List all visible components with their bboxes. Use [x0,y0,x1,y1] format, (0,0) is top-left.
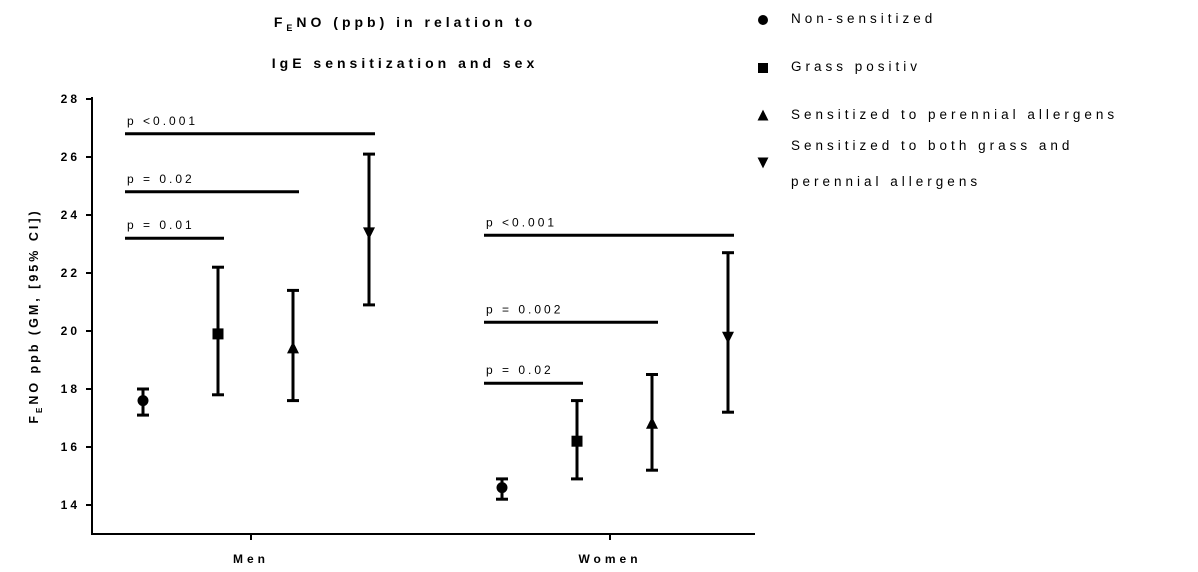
axes: 14 16 18 20 22 24 26 28 Men Women [61,92,755,566]
legend-label: Grass positiv [791,59,921,74]
legend-label: Non-sensitized [791,11,936,26]
y-axis-label: FENO ppb (GM, [95% CI]) [27,208,44,423]
legend-item: Sensitized to both grass and perennial al… [757,138,1073,189]
legend-marker-triangle-down [757,157,769,169]
significance-annotation: p <0.001 [125,114,375,136]
legend-item: Non-sensitized [758,11,936,26]
title-line: FENO (ppb) in relation to [274,14,536,33]
x-category-label: Women [578,552,641,566]
data-point-circle [496,482,508,494]
significance-annotation: p = 0.02 [484,363,583,385]
legend-marker-circle [758,15,768,25]
y-tick-label: 20 [61,324,80,338]
y-tick-label: 16 [61,440,80,454]
data-point-triangle-up [646,416,658,429]
legend-label: Sensitized to perennial allergens [791,107,1118,122]
significance-annotations: p <0.001 p = 0.02 p = 0.01 p <0.001 p = 0.00… [125,114,734,385]
data-point-triangle-down [722,331,734,344]
data-point-triangle-down [363,227,375,240]
significance-annotation: p = 0.002 [484,302,658,324]
data-point-group [137,387,149,417]
data-point-group [571,399,583,481]
legend-label: perennial allergens [791,174,981,189]
data-point-group [287,288,299,403]
data-point-group [496,477,508,501]
legend: Non-sensitized Grass positiv Sensitized to… [757,11,1118,189]
y-tick-label: 18 [61,382,80,396]
data-point-square [212,328,224,340]
data-point-group [363,152,375,307]
y-tick-label: 28 [61,92,80,106]
legend-item: Sensitized to perennial allergens [757,107,1118,122]
p-value-label: p = 0.02 [486,363,554,377]
data-point-group [646,373,658,472]
legend-marker-square [758,63,768,73]
y-tick-label: 14 [61,498,80,512]
significance-annotation: p <0.001 [484,215,734,237]
x-category-label: Men [233,552,269,566]
p-value-label: p <0.001 [486,215,557,229]
p-value-label: p = 0.01 [127,218,195,232]
data-point-triangle-up [287,341,299,354]
significance-annotation: p = 0.02 [125,172,299,194]
data-point-circle [137,395,149,407]
y-axis-label-text: FENO ppb (GM, [95% CI]) [27,208,44,423]
legend-label: Sensitized to both grass and [791,138,1073,153]
p-value-label: p = 0.02 [127,172,195,186]
significance-annotation: p = 0.01 [125,218,224,240]
y-tick-label: 24 [61,208,80,222]
data-point-square [571,435,583,447]
y-tick-label: 26 [61,150,80,164]
legend-item: Grass positiv [758,59,921,74]
legend-marker-triangle-up [757,109,769,121]
title-line: IgE sensitization and sex [272,55,539,71]
chart-title: FENO (ppb) in relation to IgE sensitizati… [272,14,539,71]
data-point-group [722,251,734,414]
data-series [137,152,734,501]
y-tick-label: 22 [61,266,80,280]
p-value-label: p <0.001 [127,114,198,128]
p-value-label: p = 0.002 [486,302,563,316]
data-point-group [212,265,224,397]
